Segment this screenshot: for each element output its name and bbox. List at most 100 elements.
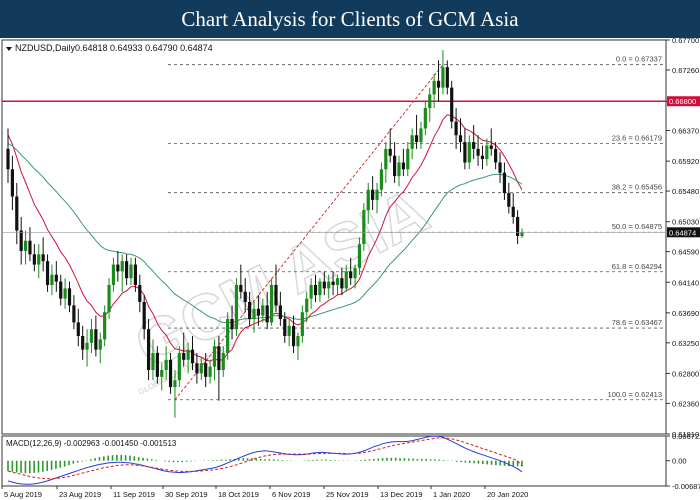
candle-body [463,142,467,163]
candle-body [366,189,370,211]
candle-body [335,278,340,285]
candle-body [190,349,195,364]
candle-body [423,108,427,129]
candle-body [204,363,208,377]
candle-body [511,206,515,217]
candle-body [353,267,357,279]
candle-body [37,254,41,265]
candle-body [111,264,116,285]
price-tick-label: 0.63250 [672,339,699,348]
price-tick-label: 0.61910 [672,430,699,439]
candle-body [160,370,164,377]
candle-body [23,240,28,251]
candle-body [98,339,102,350]
candle-body [397,162,401,177]
moving-averages [7,114,523,362]
macd-label: MACD(12,26,9) -0.002963 -0.001450 -0.001… [6,439,177,448]
fib-level-label: 38.2 = 0.65456 [612,183,662,192]
candle-body [450,87,454,122]
candle-body [410,135,414,149]
candle-body [489,145,493,149]
time-tick-label: 1 Jan 2020 [433,490,470,499]
candle-body [278,305,282,319]
candle-body [291,325,296,347]
candle-body [28,240,32,255]
candle-body [103,312,107,340]
price-tick-label: 0.65920 [672,157,699,166]
candle-body [243,291,247,302]
price-tick-label: 0.65480 [672,187,699,196]
candle-body [384,148,388,170]
candle-body [10,169,14,197]
candle-body [116,264,120,272]
candle-body [436,80,441,88]
candle-body [327,281,331,289]
candle-body [428,94,432,109]
macd-tick-label: 0.00 [672,457,687,466]
chart-menu-icon[interactable] [6,47,12,51]
candle-body [362,210,366,245]
candle-body [357,244,362,268]
candle-body [151,353,155,371]
candle-body [318,281,322,296]
fib-level-label: 50.0 = 0.64875 [612,222,662,231]
time-tick-label: 5 Aug 2019 [4,490,42,499]
candle-body [256,308,261,316]
candle-body [458,135,463,143]
candle-body [388,148,392,156]
price-tick-label: 0.67260 [672,66,699,75]
price-tick-label: 0.62360 [672,399,699,408]
candle-body [221,353,225,371]
price-tick-label: 0.63690 [672,309,699,318]
candle-body [498,162,502,173]
time-tick-label: 20 Jan 2020 [487,490,528,499]
candle-body [94,329,98,350]
candle-body [248,301,252,319]
time-tick-label: 23 Aug 2019 [59,490,101,499]
candle-body [45,261,50,285]
candle-body [322,281,326,289]
candle-body [516,216,520,236]
macd-signal-line [7,437,523,480]
candle-body [441,67,445,88]
candle-body [349,271,353,279]
candle-body [379,169,384,190]
macd-indicator: 0.006722 0.00 -0.006871 [7,432,700,491]
candles [6,50,524,418]
macd-line [7,435,523,485]
candle-body [138,284,142,302]
candle-body [168,359,173,388]
candle-body [89,329,94,343]
time-axis: 5 Aug 2019 23 Aug 2019 11 Sep 2019 30 Sep 2… [1,486,528,499]
candle-body [217,346,221,371]
candle-body [129,264,133,279]
symbol-label: NZDUSD,Daily [15,43,76,53]
candle-body [401,162,405,170]
candle-body [472,142,476,149]
candle-body [406,148,410,170]
candle-body [186,349,190,360]
candle-body [32,254,36,265]
time-tick-label: 13 Dec 2019 [380,490,423,499]
candle-body [59,281,63,299]
price-axis: 0.67700 0.67260 0.66800 0.66370 0.65920 0.654… [2,38,700,439]
ohlc-readout: 0.64818 0.64933 0.64790 0.64874 [75,43,213,53]
candle-body [6,148,10,170]
price-tick-label: 0.64140 [672,278,699,287]
candle-body [107,284,111,313]
price-tick-label: 0.66370 [672,127,699,136]
current-price-label: 0.64874 [669,228,696,237]
candle-body [419,128,423,143]
candle-body [173,380,177,388]
candle-body [85,342,89,350]
fib-trend-line [174,64,444,401]
candle-body [50,274,54,285]
time-tick-label: 11 Sep 2019 [113,490,155,499]
fib-level-label: 23.6 = 0.66179 [612,134,662,143]
ma-fast-line [7,114,523,362]
price-tick-label: 0.65030 [672,218,699,227]
candle-body [54,274,58,282]
candle-body [480,155,485,160]
candle-body [252,308,256,319]
